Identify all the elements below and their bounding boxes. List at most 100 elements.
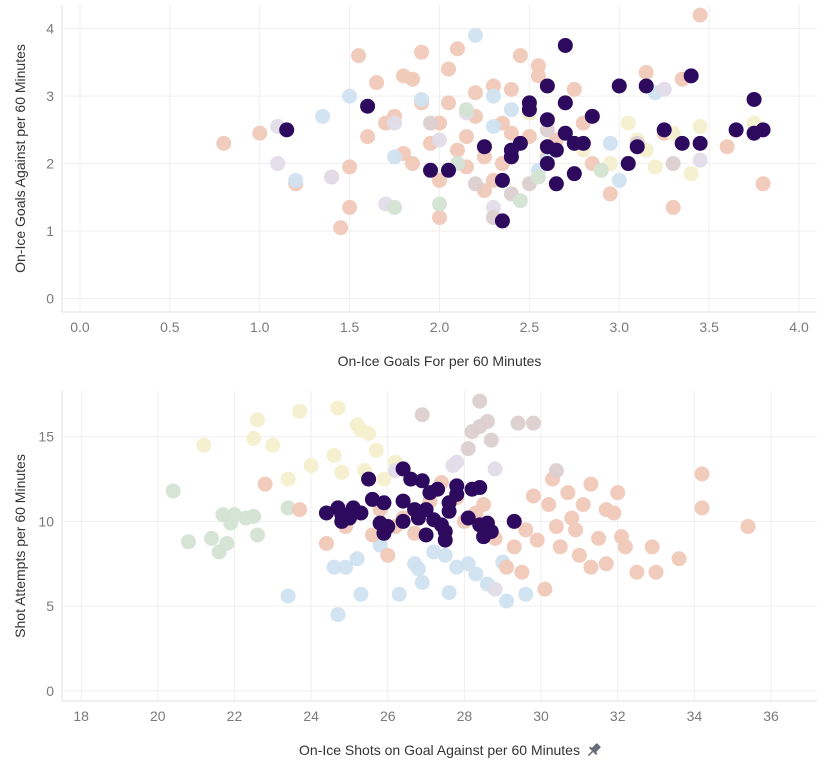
data-point[interactable]	[353, 505, 369, 521]
data-point[interactable]	[303, 458, 319, 474]
data-point[interactable]	[514, 564, 530, 580]
data-point[interactable]	[405, 71, 421, 87]
data-point[interactable]	[432, 196, 447, 212]
data-point[interactable]	[468, 566, 484, 582]
data-point[interactable]	[525, 415, 541, 431]
data-point[interactable]	[610, 485, 626, 501]
data-point[interactable]	[692, 135, 708, 151]
data-point[interactable]	[638, 78, 654, 94]
data-point[interactable]	[279, 122, 295, 138]
data-point[interactable]	[368, 442, 384, 458]
data-point[interactable]	[280, 500, 296, 516]
data-point[interactable]	[598, 556, 614, 572]
data-point[interactable]	[644, 539, 660, 555]
data-point[interactable]	[280, 471, 296, 487]
data-point[interactable]	[683, 166, 699, 182]
data-point[interactable]	[318, 535, 334, 551]
data-point[interactable]	[755, 122, 771, 138]
data-point[interactable]	[361, 471, 377, 487]
data-point[interactable]	[614, 529, 630, 545]
data-point[interactable]	[380, 519, 396, 535]
data-point[interactable]	[476, 496, 492, 512]
data-point[interactable]	[506, 513, 522, 529]
data-point[interactable]	[494, 172, 510, 188]
data-point[interactable]	[692, 152, 708, 168]
data-point[interactable]	[537, 581, 553, 597]
data-point[interactable]	[364, 491, 380, 507]
data-point[interactable]	[467, 27, 483, 43]
data-point[interactable]	[521, 95, 537, 111]
data-point[interactable]	[512, 48, 528, 64]
data-point[interactable]	[656, 81, 672, 97]
data-point[interactable]	[499, 559, 515, 575]
data-point[interactable]	[583, 559, 599, 575]
data-point[interactable]	[407, 525, 423, 541]
data-point[interactable]	[249, 527, 265, 543]
data-point[interactable]	[692, 118, 708, 134]
data-point[interactable]	[342, 88, 358, 104]
data-point[interactable]	[552, 539, 568, 555]
data-point[interactable]	[647, 159, 663, 175]
data-point[interactable]	[564, 510, 580, 526]
data-point[interactable]	[611, 78, 627, 94]
data-point[interactable]	[361, 425, 377, 441]
data-point[interactable]	[288, 172, 304, 188]
data-point[interactable]	[566, 166, 582, 182]
data-point[interactable]	[449, 41, 465, 57]
data-point[interactable]	[694, 500, 710, 516]
data-point[interactable]	[432, 210, 447, 226]
data-point[interactable]	[458, 102, 474, 118]
data-point[interactable]	[395, 493, 411, 509]
data-point[interactable]	[479, 413, 495, 429]
data-point[interactable]	[656, 122, 672, 138]
data-point[interactable]	[518, 586, 534, 602]
data-point[interactable]	[541, 496, 557, 512]
data-point[interactable]	[539, 78, 555, 94]
data-point[interactable]	[539, 156, 555, 172]
data-point[interactable]	[449, 142, 465, 158]
data-point[interactable]	[372, 537, 388, 553]
data-point[interactable]	[405, 156, 421, 172]
data-point[interactable]	[270, 156, 286, 172]
data-point[interactable]	[330, 607, 346, 623]
data-point[interactable]	[510, 415, 526, 431]
data-point[interactable]	[602, 186, 618, 202]
data-point[interactable]	[467, 176, 483, 192]
data-point[interactable]	[333, 220, 349, 236]
data-point[interactable]	[467, 85, 483, 101]
data-point[interactable]	[602, 135, 618, 151]
data-point[interactable]	[418, 527, 434, 543]
data-point[interactable]	[591, 530, 607, 546]
data-point[interactable]	[326, 559, 342, 575]
data-point[interactable]	[432, 172, 447, 188]
data-point[interactable]	[529, 532, 545, 548]
data-point[interactable]	[483, 524, 499, 540]
data-point[interactable]	[485, 118, 501, 134]
data-point[interactable]	[746, 91, 762, 107]
data-point[interactable]	[353, 586, 369, 602]
data-point[interactable]	[503, 102, 519, 118]
data-point[interactable]	[423, 115, 439, 131]
data-point[interactable]	[349, 551, 365, 567]
data-point[interactable]	[629, 139, 645, 155]
data-point[interactable]	[648, 564, 664, 580]
data-point[interactable]	[449, 486, 465, 502]
data-point[interactable]	[487, 581, 503, 597]
data-point[interactable]	[440, 61, 456, 77]
data-point[interactable]	[499, 593, 515, 609]
data-point[interactable]	[395, 461, 411, 477]
data-point[interactable]	[694, 466, 710, 482]
data-point[interactable]	[387, 199, 403, 215]
data-point[interactable]	[571, 547, 587, 563]
data-point[interactable]	[512, 193, 528, 209]
data-point[interactable]	[414, 91, 430, 107]
data-point[interactable]	[566, 81, 582, 97]
data-point[interactable]	[506, 539, 522, 555]
data-point[interactable]	[387, 115, 403, 131]
data-point[interactable]	[418, 502, 434, 518]
data-point[interactable]	[557, 37, 573, 53]
data-point[interactable]	[728, 122, 744, 138]
data-point[interactable]	[494, 213, 510, 229]
data-point[interactable]	[376, 495, 392, 511]
data-point[interactable]	[674, 135, 690, 151]
